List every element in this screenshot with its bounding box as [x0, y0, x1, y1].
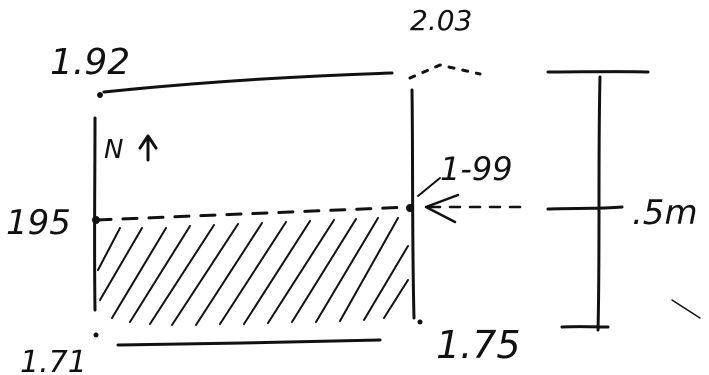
top-edge	[102, 71, 394, 94]
point-bottom-right	[417, 319, 423, 325]
label-bottom-right: 1.75	[436, 323, 521, 367]
pointer-arrow-icon	[424, 193, 460, 224]
right-edge	[410, 88, 416, 320]
label-mid-left: 195	[6, 203, 71, 243]
scale-bar	[546, 70, 650, 332]
label-bottom-left: 1.71	[20, 345, 87, 375]
stray-mark	[671, 299, 701, 319]
bottom-edge	[116, 338, 382, 347]
label-scale: .5m	[632, 193, 698, 233]
point-bottom-left	[93, 332, 99, 338]
hatched-area	[97, 217, 409, 326]
point-top-left	[97, 92, 103, 98]
label-top-right: 2.03	[410, 4, 472, 37]
top-right-corner-faint	[408, 63, 482, 80]
mid-right-tick	[417, 177, 441, 197]
label-top-left: 1.92	[50, 42, 130, 83]
label-north: N	[104, 135, 123, 165]
north-arrow-icon	[138, 134, 158, 162]
point-mid-left	[92, 216, 100, 224]
mid-dashed-line	[95, 205, 412, 222]
point-mid-right	[406, 204, 414, 212]
label-mid-right: 1-99	[440, 150, 513, 188]
